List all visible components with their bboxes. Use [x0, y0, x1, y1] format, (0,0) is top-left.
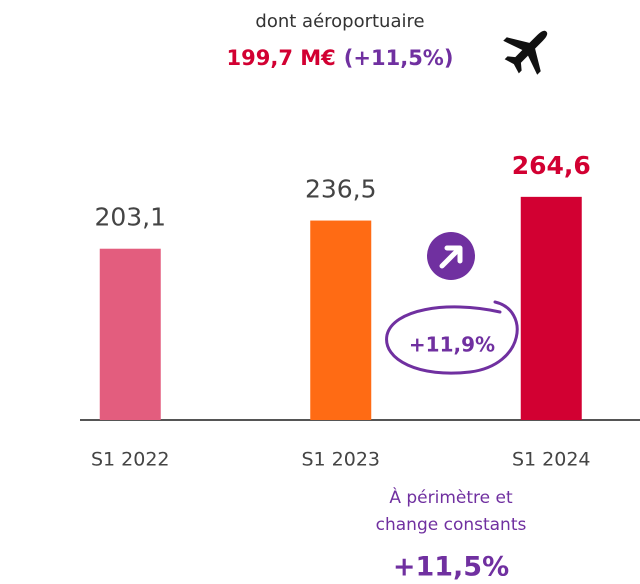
bar [310, 220, 372, 420]
bar [99, 248, 161, 420]
growth-ellipse [385, 300, 519, 375]
value-label: 236,5 [305, 175, 377, 204]
x-tick-label: S1 2022 [91, 449, 170, 471]
bar [520, 196, 582, 420]
growth-badge: +11,9% [409, 333, 495, 357]
plane-icon [503, 30, 548, 75]
footnote-line: change constants [376, 515, 527, 535]
arrow-icon [439, 245, 463, 269]
header-growth: (+11,5%) [344, 46, 454, 70]
value-label: 264,6 [512, 151, 591, 180]
footnote-line: À périmètre et [389, 486, 513, 508]
header-amount: 199,7 M€ [227, 46, 336, 70]
value-label: 203,1 [94, 203, 166, 232]
x-tick-label: S1 2024 [512, 449, 591, 471]
x-tick-label: S1 2023 [301, 449, 380, 471]
footnote-value: +11,5% [393, 552, 509, 583]
header-value: 199,7 M€ (+11,5%) [227, 46, 454, 70]
header-label: dont aéroportuaire [255, 11, 424, 32]
